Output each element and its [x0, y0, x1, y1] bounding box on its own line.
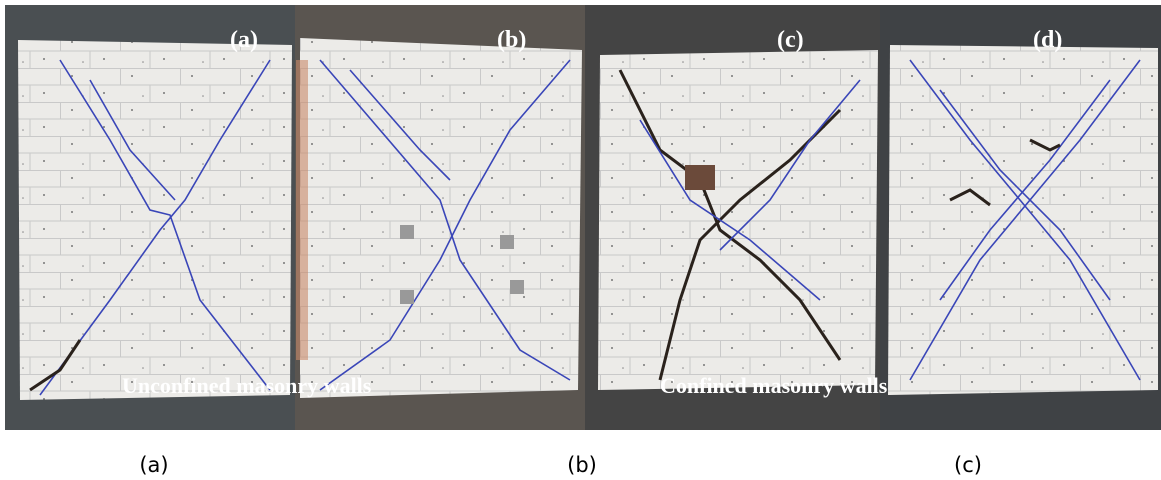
wall	[598, 50, 878, 390]
group-label: Unconfined masonry walls	[122, 373, 372, 398]
group-label: Confined masonry walls	[660, 373, 888, 398]
caption: (a)	[139, 453, 168, 477]
figure: (a) (b) (c) (d) Unconfined masonry walls…	[0, 0, 1161, 480]
caption: (b)	[567, 453, 597, 477]
wall	[300, 38, 582, 398]
panel-label: (b)	[497, 27, 526, 53]
photo	[5, 5, 1161, 430]
wall	[18, 40, 292, 400]
caption: (c)	[954, 453, 982, 477]
panel-label: (c)	[777, 27, 804, 53]
panel-label: (a)	[230, 27, 258, 53]
panel-label: (d)	[1033, 27, 1062, 53]
